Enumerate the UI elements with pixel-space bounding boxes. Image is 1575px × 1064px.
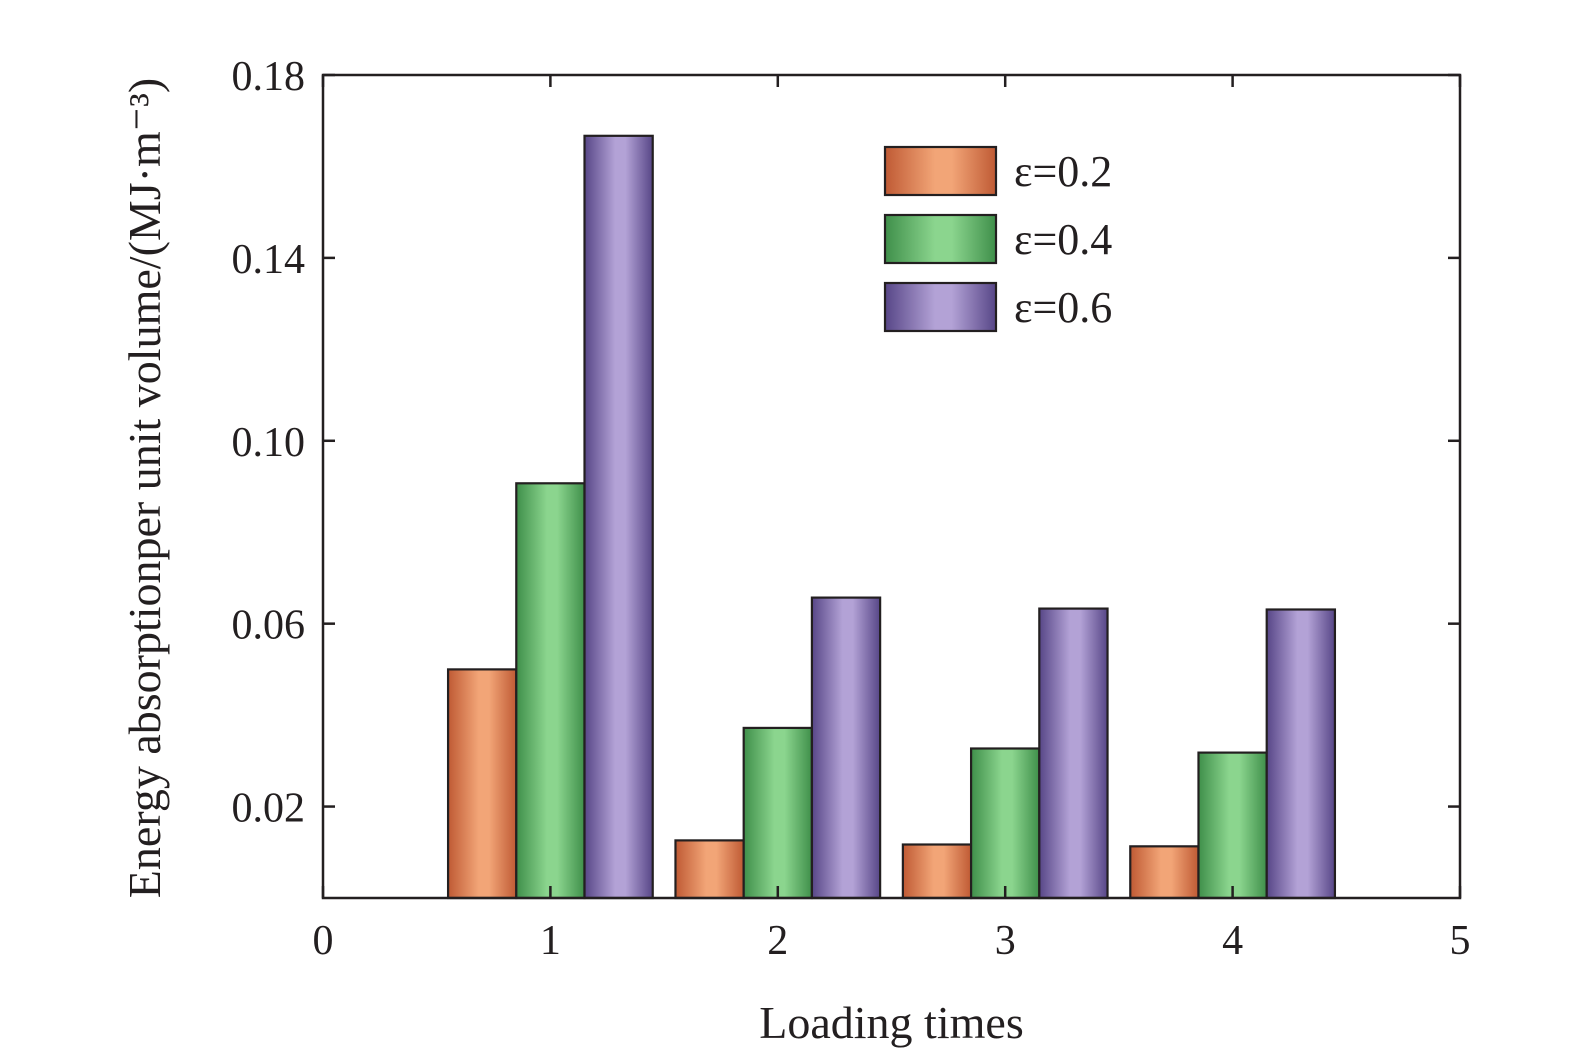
axis-tick-labels: 0.02 0.06 0.10 0.14 0.18 0 1 2 3 4 5 xyxy=(232,54,1471,964)
bar-3-series-2 xyxy=(969,747,1041,900)
bar-2-series-3 xyxy=(810,596,882,900)
legend: ε=0.2 ε=0.4 ε=0.6 xyxy=(883,145,1112,333)
bar-4-series-2 xyxy=(1197,751,1268,900)
legend-label-1: ε=0.2 xyxy=(1014,147,1112,196)
bar-2-series-2 xyxy=(742,726,814,900)
bar-1-series-1 xyxy=(446,668,518,900)
bar-2-series-1 xyxy=(674,839,745,900)
bar-3-series-1 xyxy=(901,843,973,900)
bars-layer xyxy=(446,134,1337,900)
x-tick-label: 4 xyxy=(1222,918,1243,964)
y-tick-label: 0.06 xyxy=(232,603,306,649)
legend-swatch-1 xyxy=(883,145,998,197)
x-tick-label: 0 xyxy=(313,918,334,964)
x-axis-title: Loading times xyxy=(759,997,1023,1048)
y-tick-label: 0.18 xyxy=(232,54,306,100)
legend-label-2: ε=0.4 xyxy=(1014,215,1112,264)
legend-swatch-3 xyxy=(883,281,998,333)
bar-3-series-3 xyxy=(1038,607,1109,900)
x-tick-label: 5 xyxy=(1450,918,1471,964)
bar-1-series-3 xyxy=(583,134,654,900)
y-axis-title: Energy absorptionper unit volume/(MJ·m⁻³… xyxy=(119,78,170,898)
axis-ticks xyxy=(321,73,1462,898)
bar-4-series-1 xyxy=(1129,845,1200,900)
y-tick-label: 0.14 xyxy=(232,237,306,283)
x-tick-label: 2 xyxy=(767,918,788,964)
bar-1-series-2 xyxy=(515,482,586,900)
bar-4-series-3 xyxy=(1265,608,1337,900)
plot-frame xyxy=(321,73,1462,900)
legend-label-3: ε=0.6 xyxy=(1014,283,1112,332)
y-tick-label: 0.02 xyxy=(232,786,306,832)
x-tick-label: 1 xyxy=(540,918,561,964)
y-tick-label: 0.10 xyxy=(232,420,306,466)
x-tick-label: 3 xyxy=(995,918,1016,964)
legend-swatch-2 xyxy=(883,213,998,265)
